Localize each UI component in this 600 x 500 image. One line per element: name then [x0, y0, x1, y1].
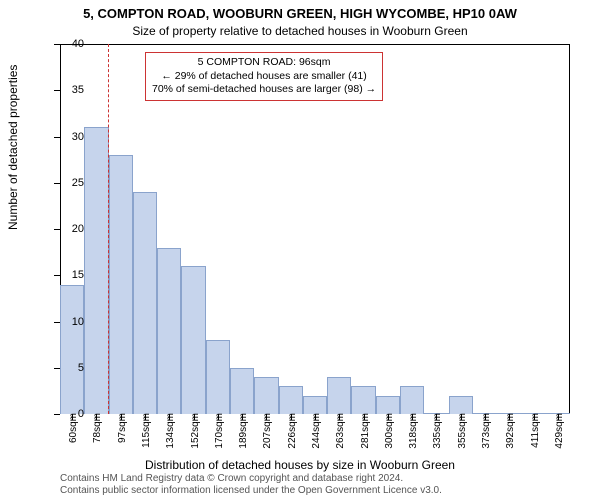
reference-line — [108, 44, 109, 414]
plot-area: 5 COMPTON ROAD: 96sqm ← 29% of detached … — [60, 44, 570, 414]
bar — [60, 285, 84, 415]
ytick-label: 30 — [54, 131, 84, 143]
bar — [303, 396, 327, 415]
attribution: Contains HM Land Registry data © Crown c… — [60, 473, 442, 497]
ytick-label: 20 — [54, 223, 84, 235]
chart-title: 5, COMPTON ROAD, WOOBURN GREEN, HIGH WYC… — [0, 6, 600, 21]
bar — [351, 386, 375, 414]
xtick-label: 244sqm — [311, 413, 322, 449]
annotation-line1: 5 COMPTON ROAD: 96sqm — [152, 56, 376, 70]
y-axis-title: Number of detached properties — [6, 65, 20, 230]
bar — [84, 127, 108, 414]
xtick-label: 226sqm — [287, 413, 298, 449]
xtick-label: 281sqm — [360, 413, 371, 449]
x-axis-title: Distribution of detached houses by size … — [0, 458, 600, 472]
annotation-box: 5 COMPTON ROAD: 96sqm ← 29% of detached … — [145, 52, 383, 101]
bar — [157, 248, 181, 415]
xtick-label: 429sqm — [554, 413, 565, 449]
xtick-label: 355sqm — [457, 413, 468, 449]
attribution-line2: Contains public sector information licen… — [60, 485, 442, 497]
bar — [449, 396, 473, 415]
annotation-line2: ← 29% of detached houses are smaller (41… — [152, 70, 376, 84]
xtick-label: 263sqm — [335, 413, 346, 449]
ytick-label: 25 — [54, 177, 84, 189]
xtick-label: 78sqm — [92, 413, 103, 443]
xtick-label: 170sqm — [214, 413, 225, 449]
xtick-label: 373sqm — [481, 413, 492, 449]
annotation-line3: 70% of semi-detached houses are larger (… — [152, 83, 376, 97]
bar — [279, 386, 303, 414]
bar — [206, 340, 230, 414]
bar — [400, 386, 424, 414]
bar — [230, 368, 254, 414]
xtick-label: 152sqm — [190, 413, 201, 449]
ytick-label: 35 — [54, 84, 84, 96]
xtick-label: 300sqm — [384, 413, 395, 449]
xtick-label: 134sqm — [165, 413, 176, 449]
bar — [254, 377, 278, 414]
xtick-label: 411sqm — [530, 413, 541, 448]
ytick-label: 5 — [54, 362, 84, 374]
xtick-label: 97sqm — [117, 413, 128, 443]
bar — [109, 155, 133, 414]
xtick-label: 189sqm — [238, 413, 249, 449]
xtick-label: 392sqm — [505, 413, 516, 449]
xtick-label: 318sqm — [408, 413, 419, 449]
bar — [376, 396, 400, 415]
bar — [181, 266, 205, 414]
chart-subtitle: Size of property relative to detached ho… — [0, 24, 600, 38]
ytick-label: 15 — [54, 269, 84, 281]
xtick-label: 115sqm — [141, 413, 152, 448]
bar — [133, 192, 157, 414]
xtick-label: 335sqm — [432, 413, 443, 449]
attribution-line1: Contains HM Land Registry data © Crown c… — [60, 473, 442, 485]
xtick-label: 207sqm — [262, 413, 273, 449]
bar — [327, 377, 351, 414]
ytick-label: 10 — [54, 316, 84, 328]
ytick-label: 0 — [54, 408, 84, 420]
ytick-label: 40 — [54, 38, 84, 50]
